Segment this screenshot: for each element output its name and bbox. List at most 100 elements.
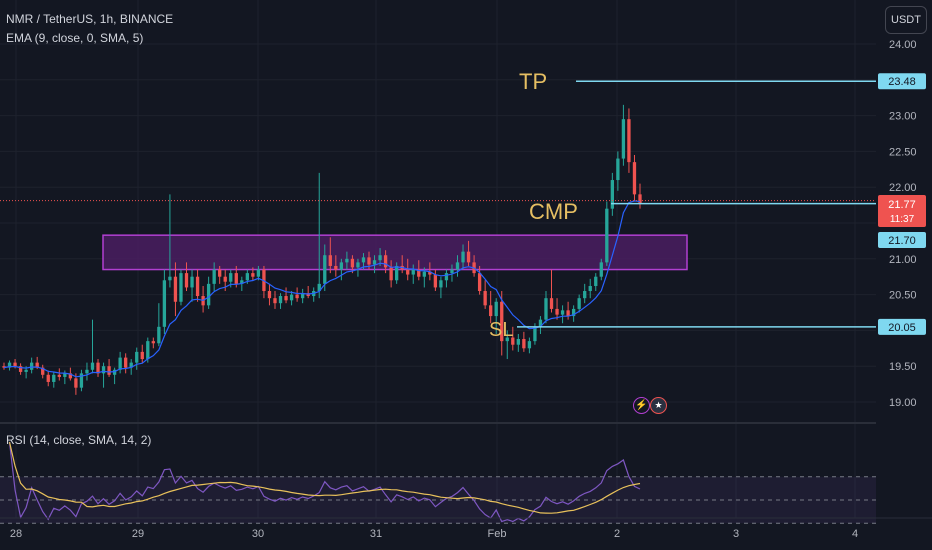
rsi-pane[interactable]: 75.0050.0025.00 bbox=[0, 422, 932, 536]
candle[interactable] bbox=[549, 269, 554, 313]
candle[interactable] bbox=[295, 287, 299, 302]
flag-event-icon[interactable]: ★ bbox=[650, 397, 667, 414]
candle[interactable] bbox=[544, 291, 548, 324]
candle[interactable] bbox=[610, 172, 615, 216]
candle[interactable] bbox=[455, 255, 460, 277]
candle[interactable] bbox=[157, 303, 161, 347]
candle[interactable] bbox=[527, 337, 532, 354]
candle[interactable] bbox=[46, 370, 50, 387]
candle[interactable] bbox=[278, 293, 283, 309]
candle[interactable] bbox=[627, 108, 631, 173]
candle[interactable] bbox=[118, 351, 122, 374]
currency-button[interactable]: USDT bbox=[885, 6, 927, 34]
candle[interactable] bbox=[494, 298, 498, 334]
candle[interactable] bbox=[212, 262, 216, 292]
support-zone-rect[interactable] bbox=[102, 234, 688, 271]
candle[interactable] bbox=[218, 265, 222, 284]
candle[interactable] bbox=[18, 363, 23, 375]
candle[interactable] bbox=[406, 258, 410, 281]
candle[interactable] bbox=[135, 347, 139, 370]
candle[interactable] bbox=[444, 269, 449, 288]
candle[interactable] bbox=[179, 269, 183, 306]
candle[interactable] bbox=[356, 258, 360, 277]
candle[interactable] bbox=[251, 267, 255, 281]
level-lines[interactable]: TP CMP SL bbox=[489, 69, 876, 341]
candle[interactable] bbox=[306, 286, 310, 299]
candle[interactable] bbox=[289, 291, 294, 306]
candle[interactable] bbox=[538, 316, 543, 334]
candle[interactable] bbox=[151, 337, 155, 349]
candle[interactable] bbox=[284, 287, 288, 304]
candle[interactable] bbox=[124, 353, 128, 374]
candle[interactable] bbox=[411, 264, 415, 284]
candle[interactable] bbox=[52, 371, 56, 388]
candle[interactable] bbox=[350, 255, 355, 274]
candle[interactable] bbox=[206, 276, 211, 309]
candle[interactable] bbox=[162, 269, 167, 334]
candle[interactable] bbox=[312, 287, 316, 302]
candle[interactable] bbox=[505, 330, 509, 360]
candle[interactable] bbox=[638, 183, 642, 209]
candle[interactable] bbox=[195, 269, 200, 302]
candle[interactable] bbox=[383, 250, 388, 274]
candle[interactable] bbox=[173, 262, 178, 317]
candle[interactable] bbox=[433, 269, 438, 292]
candle[interactable] bbox=[300, 288, 305, 304]
candle[interactable] bbox=[461, 244, 465, 270]
candle[interactable] bbox=[605, 201, 609, 266]
candle[interactable] bbox=[339, 258, 344, 281]
candle[interactable] bbox=[328, 237, 332, 274]
candle[interactable] bbox=[345, 251, 349, 270]
candle[interactable] bbox=[372, 255, 377, 274]
ema-legend[interactable]: EMA (9, close, 0, SMA, 5) bbox=[6, 31, 144, 45]
candle[interactable] bbox=[583, 283, 587, 304]
candle[interactable] bbox=[500, 291, 504, 356]
candle[interactable] bbox=[190, 269, 194, 302]
candle[interactable] bbox=[511, 326, 515, 351]
symbol-legend[interactable]: NMR / TetherUS, 1h, BINANCE bbox=[6, 12, 174, 26]
candle[interactable] bbox=[317, 172, 321, 299]
candle[interactable] bbox=[599, 258, 603, 281]
candle[interactable] bbox=[168, 194, 172, 288]
candle[interactable] bbox=[184, 262, 189, 292]
candle[interactable] bbox=[516, 333, 520, 352]
candle[interactable] bbox=[323, 244, 327, 292]
candle[interactable] bbox=[267, 283, 272, 306]
candle[interactable] bbox=[588, 278, 592, 299]
candle[interactable] bbox=[334, 255, 338, 277]
candle[interactable] bbox=[57, 368, 61, 381]
candle[interactable] bbox=[594, 273, 598, 292]
candle[interactable] bbox=[389, 260, 393, 288]
candle[interactable] bbox=[466, 240, 471, 266]
candle[interactable] bbox=[577, 294, 581, 313]
rsi-legend[interactable]: RSI (14, close, SMA, 14, 2) bbox=[6, 433, 152, 447]
candle[interactable] bbox=[616, 151, 620, 191]
candle[interactable] bbox=[439, 276, 443, 299]
candle[interactable] bbox=[90, 319, 95, 374]
candle[interactable] bbox=[140, 344, 144, 363]
candle[interactable] bbox=[450, 264, 454, 282]
candle[interactable] bbox=[489, 291, 493, 324]
candle[interactable] bbox=[79, 369, 84, 392]
candle[interactable] bbox=[560, 305, 565, 324]
candle[interactable] bbox=[96, 359, 100, 377]
candle[interactable] bbox=[395, 262, 399, 284]
candle[interactable] bbox=[112, 367, 117, 385]
candle[interactable] bbox=[555, 298, 559, 320]
candle[interactable] bbox=[571, 305, 576, 322]
candle[interactable] bbox=[101, 362, 106, 388]
candle[interactable] bbox=[41, 364, 45, 379]
candle[interactable] bbox=[632, 154, 637, 202]
candle[interactable] bbox=[621, 104, 626, 166]
candle[interactable] bbox=[477, 265, 482, 295]
candle[interactable] bbox=[566, 301, 570, 320]
candle[interactable] bbox=[29, 357, 34, 374]
candle[interactable] bbox=[7, 360, 12, 371]
candle[interactable] bbox=[107, 359, 111, 377]
candle[interactable] bbox=[522, 331, 526, 352]
candle[interactable] bbox=[483, 280, 487, 309]
time-axis[interactable]: 28 29 30 31 Feb 2 3 4 bbox=[0, 517, 932, 540]
lightning-event-icon[interactable]: ⚡ bbox=[633, 397, 650, 414]
candle[interactable] bbox=[273, 291, 277, 309]
